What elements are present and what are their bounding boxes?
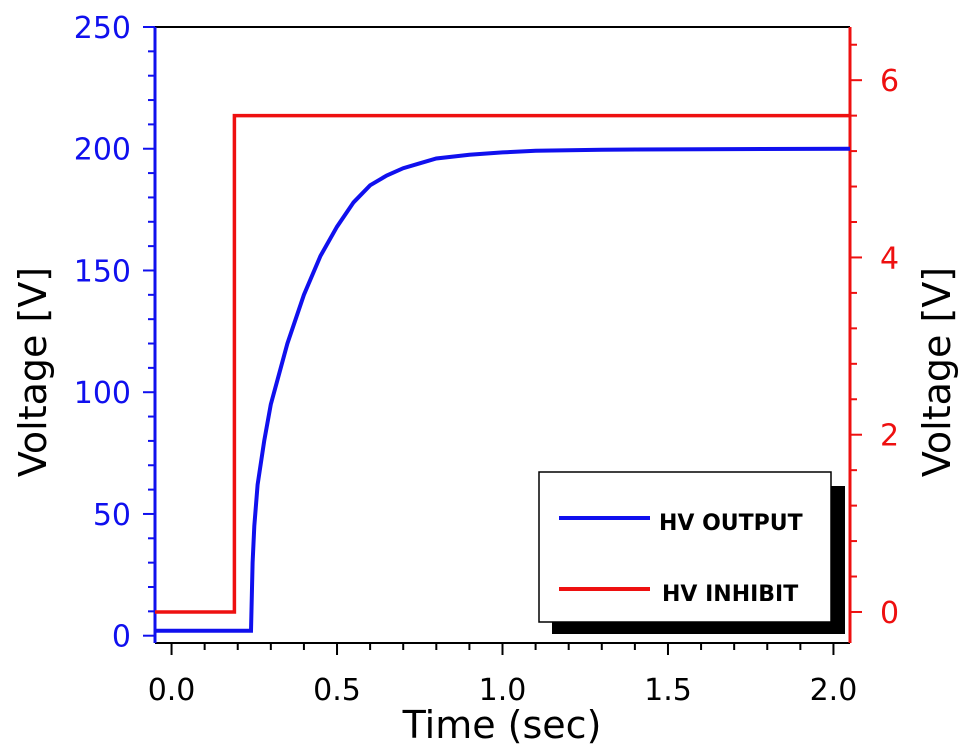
- tick-marks: [143, 26, 862, 655]
- x-tick-label: 2.0: [810, 673, 858, 708]
- tick-labels: 0.0 0.5 1.0 1.5 2.0 0 50 100 150 200 250 0 2 4 6: [74, 11, 899, 708]
- right-y-tick-label: 4: [880, 241, 899, 276]
- right-y-tick-label: 2: [880, 419, 899, 454]
- left-y-tick-label: 250: [74, 11, 131, 46]
- x-tick-label: 1.5: [644, 673, 692, 708]
- y-axis-title-right: Voltage [V]: [915, 267, 959, 477]
- series-line-hv-output: [155, 146, 851, 633]
- legend: HV OUTPUT HV INHIBIT: [538, 471, 845, 634]
- series-line-hv-inhibit: [155, 113, 850, 614]
- left-y-tick-label: 200: [74, 133, 131, 168]
- x-tick-label: 1.0: [479, 673, 527, 708]
- left-y-tick-label: 50: [93, 498, 131, 533]
- x-axis-title: Time (sec): [402, 703, 602, 747]
- right-y-tick-label: 6: [880, 64, 899, 99]
- legend-label-hv-inhibit: HV INHIBIT: [662, 582, 798, 607]
- left-y-tick-label: 0: [112, 620, 131, 655]
- legend-box: [538, 471, 832, 623]
- left-y-tick-label: 100: [74, 376, 131, 411]
- x-tick-label: 0.5: [313, 673, 361, 708]
- x-tick-label: 0.0: [148, 673, 196, 708]
- legend-label-hv-output: HV OUTPUT: [659, 511, 803, 536]
- y-axis-title-left: Voltage [V]: [11, 267, 55, 477]
- left-y-tick-label: 150: [74, 254, 131, 289]
- right-y-tick-label: 0: [880, 596, 899, 631]
